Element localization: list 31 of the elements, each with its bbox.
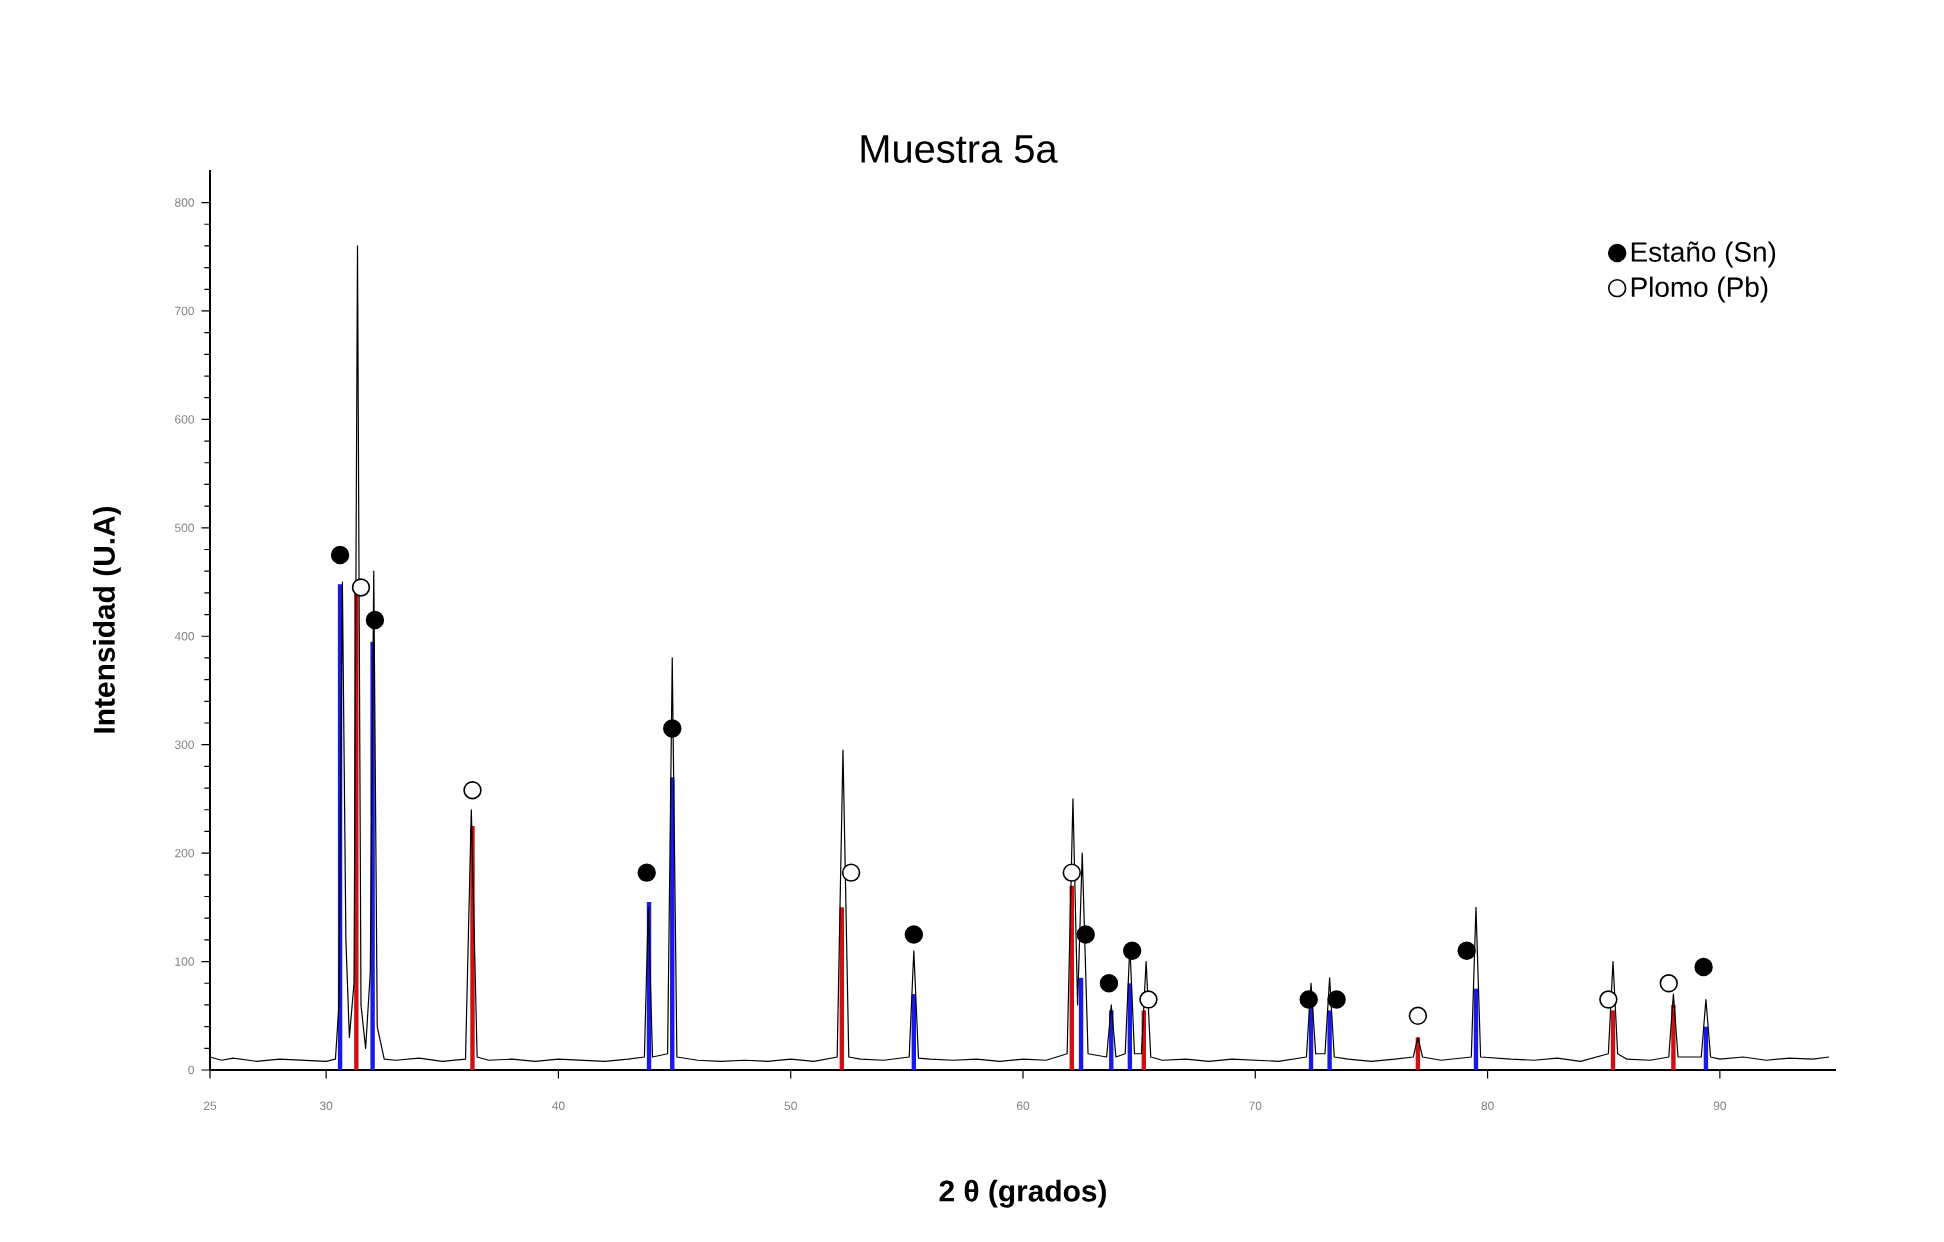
bar (1327, 1010, 1332, 1070)
legend-label: Estaño (Sn) (1631, 241, 1776, 268)
point (1122, 941, 1142, 960)
bar (1473, 988, 1479, 1070)
point (463, 781, 482, 800)
point (663, 719, 682, 738)
point (904, 925, 924, 944)
bar (839, 907, 845, 1070)
point (330, 545, 350, 565)
point (1299, 990, 1318, 1009)
point (1099, 974, 1119, 993)
point (365, 610, 385, 630)
point (1659, 974, 1678, 993)
point (637, 863, 656, 882)
point (1327, 990, 1346, 1009)
x-axis-title: 2 θ (grados) (939, 1179, 1106, 1208)
point (1139, 990, 1158, 1009)
point (1408, 1006, 1428, 1025)
point (841, 863, 861, 882)
point (1457, 941, 1476, 960)
y-axis-title: Intensidad (U.A) (92, 506, 121, 733)
point (1599, 990, 1618, 1009)
bar (1703, 1026, 1709, 1070)
legend-label: Plomo (Pb) (1631, 276, 1768, 303)
point (1076, 925, 1095, 944)
point (351, 578, 371, 597)
bar (1078, 977, 1084, 1070)
chart-title: Muestra 5a (861, 135, 1058, 163)
bar (1610, 1010, 1616, 1070)
point (1062, 863, 1081, 882)
point (1694, 957, 1713, 977)
